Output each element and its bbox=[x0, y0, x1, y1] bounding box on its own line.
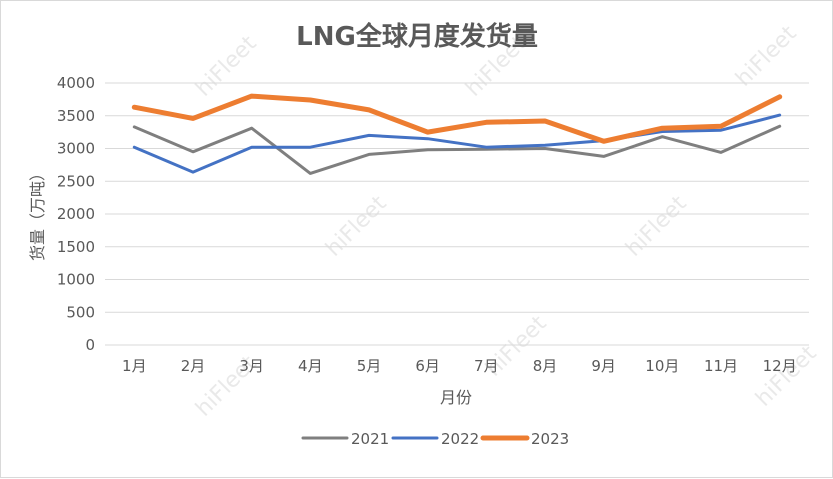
y-tick-label: 4000 bbox=[57, 74, 95, 92]
y-axis-ticks: 0 500 1000 1500 2000 2500 3000 3500 4000 bbox=[57, 74, 95, 354]
watermark-text: hiFleet bbox=[191, 31, 262, 102]
y-axis-label: 货量（万吨） bbox=[28, 165, 47, 261]
legend: 2021 2022 2023 bbox=[303, 430, 569, 448]
x-axis-label: 月份 bbox=[440, 388, 472, 407]
x-tick-label: 6月 bbox=[415, 357, 440, 375]
legend-label-2021: 2021 bbox=[351, 430, 389, 448]
x-tick-label: 2月 bbox=[181, 357, 206, 375]
x-tick-label: 1月 bbox=[122, 357, 147, 375]
y-tick-label: 3000 bbox=[57, 140, 95, 158]
series-lines bbox=[134, 96, 779, 173]
x-tick-label: 12月 bbox=[763, 357, 797, 375]
grid-lines bbox=[105, 83, 809, 345]
legend-label-2023: 2023 bbox=[531, 430, 569, 448]
y-tick-label: 2500 bbox=[57, 172, 95, 190]
y-tick-label: 1000 bbox=[57, 271, 95, 289]
watermark-text: hiFleet bbox=[751, 341, 822, 412]
chart-title: LNG全球月度发货量 bbox=[296, 21, 538, 52]
x-tick-label: 9月 bbox=[591, 357, 616, 375]
y-tick-label: 3500 bbox=[57, 107, 95, 125]
x-tick-label: 10月 bbox=[645, 357, 679, 375]
y-tick-label: 0 bbox=[85, 336, 95, 354]
x-tick-label: 4月 bbox=[298, 357, 323, 375]
x-tick-label: 11月 bbox=[704, 357, 738, 375]
watermark-text: hiFleet bbox=[731, 21, 802, 92]
series-line-2023 bbox=[134, 96, 779, 141]
x-tick-label: 8月 bbox=[533, 357, 558, 375]
x-tick-label: 7月 bbox=[474, 357, 499, 375]
y-tick-label: 2000 bbox=[57, 205, 95, 223]
x-tick-label: 5月 bbox=[357, 357, 382, 375]
x-tick-label: 3月 bbox=[239, 357, 264, 375]
y-tick-label: 500 bbox=[66, 303, 95, 321]
y-tick-label: 1500 bbox=[57, 238, 95, 256]
watermark-text: hiFleet bbox=[621, 191, 692, 262]
legend-label-2022: 2022 bbox=[441, 430, 479, 448]
series-line-2021 bbox=[134, 126, 779, 173]
watermark-text: hiFleet bbox=[321, 191, 392, 262]
